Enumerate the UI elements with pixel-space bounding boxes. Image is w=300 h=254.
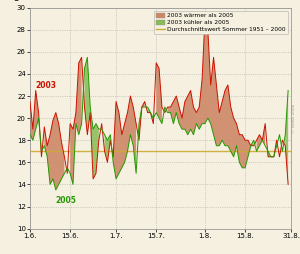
Legend: 2003 wärmer als 2005, 2003 kühler als 2005, Durchschnittswert Sommer 1951 – 2000: 2003 wärmer als 2005, 2003 kühler als 20… <box>154 10 288 35</box>
Y-axis label: °C: °C <box>9 0 19 3</box>
Text: © GeKo 2006: © GeKo 2006 <box>292 103 296 133</box>
Text: 2005: 2005 <box>56 196 77 205</box>
Text: 2003: 2003 <box>36 81 57 90</box>
